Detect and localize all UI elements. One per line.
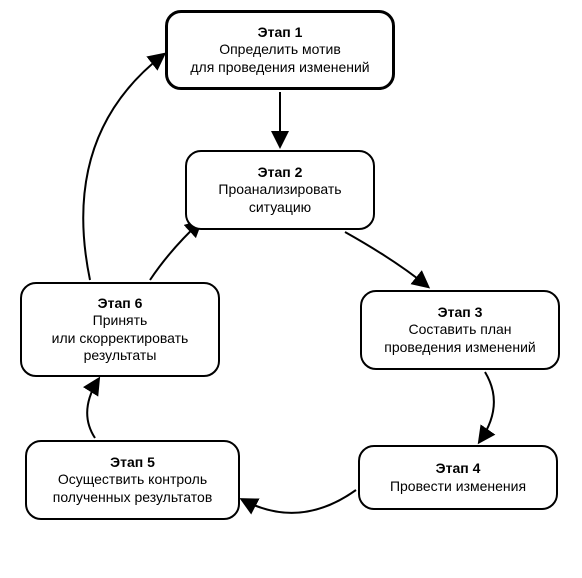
node-desc: Определить мотивдля проведения изменений	[190, 41, 369, 76]
node-n4: Этап 4Провести изменения	[358, 445, 558, 510]
node-title: Этап 1	[258, 24, 303, 42]
node-desc: Составить планпроведения изменений	[384, 321, 535, 356]
node-title: Этап 5	[110, 454, 155, 472]
edge-n5-n6	[87, 380, 98, 438]
node-n2: Этап 2Проанализироватьситуацию	[185, 150, 375, 230]
node-n1: Этап 1Определить мотивдля проведения изм…	[165, 10, 395, 90]
node-n3: Этап 3Составить планпроведения изменений	[360, 290, 560, 370]
node-title: Этап 4	[436, 460, 481, 478]
edge-n2-n3	[345, 232, 427, 286]
node-n6: Этап 6Принятьили скорректироватьрезульта…	[20, 282, 220, 377]
node-desc: Провести изменения	[390, 478, 526, 496]
node-title: Этап 6	[98, 295, 143, 313]
node-desc: Осуществить контрольполученных результат…	[53, 471, 213, 506]
edge-n6-n1	[83, 55, 163, 280]
edge-n6-n2	[150, 222, 200, 280]
node-title: Этап 2	[258, 164, 303, 182]
node-title: Этап 3	[438, 304, 483, 322]
node-desc: Проанализироватьситуацию	[218, 181, 341, 216]
diagram-canvas: Этап 1Определить мотивдля проведения изм…	[0, 0, 582, 578]
node-n5: Этап 5Осуществить контрольполученных рез…	[25, 440, 240, 520]
edge-n4-n5	[243, 490, 356, 513]
node-desc: Принятьили скорректироватьрезультаты	[52, 312, 189, 365]
edge-n3-n4	[480, 372, 494, 441]
